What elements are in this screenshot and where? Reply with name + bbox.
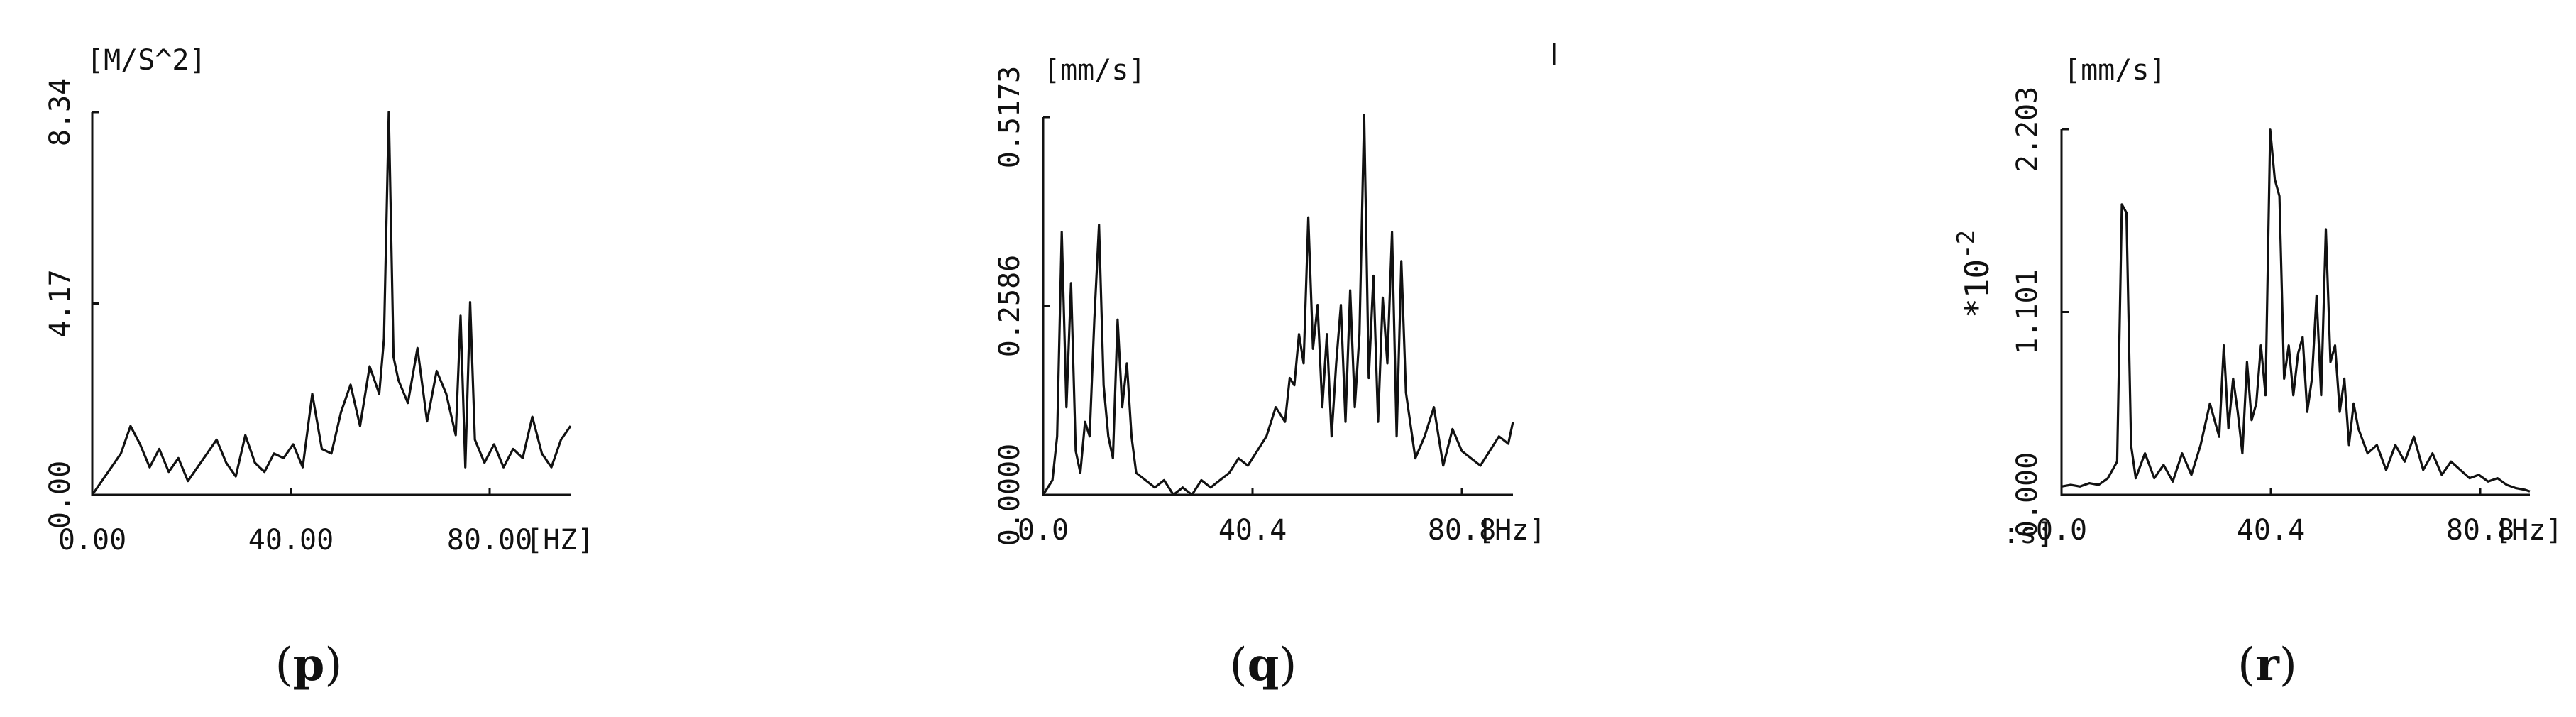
panel-r-xtick-label: 0.0 [2036,514,2087,547]
panel-r-unit-label: [mm/s] [2064,54,2167,87]
panel-p-series [91,111,572,496]
panel-p-ticks: 0.00 4.17 8.34 0.00 40.00 80.00 [44,78,532,557]
panel-r-scale-exponent: -2 [1952,230,1981,259]
panel-r-caption-letter: r [2255,638,2280,691]
panel-r-ticks: 0.000 1.101 2.203 0.0 40.4 80.8 [2011,87,2514,547]
panel-r-ytick-label: 2.203 [2011,87,2044,172]
panel-q-caption-letter: q [1248,638,1279,691]
panel-p-axes [91,112,571,496]
panel-r-xtick-label: 40.4 [2237,514,2305,547]
panel-q-ytick-label: 0.0000 [993,444,1026,547]
panel-q-ytick-label: 0.2586 [993,255,1026,358]
panel-p-caption: (p) [275,638,343,691]
panel-r-clipped-label: :s] [2003,518,2054,550]
panel-q-ticks: 0.0000 0.2586 0.5173 0.0 40.4 80.8 [993,66,1496,547]
panel-q-caption: (q) [1230,638,1297,691]
panel-r-scale-label: *10-2 [1952,230,1996,318]
panel-q: [mm/s] [Hz] 0.0000 0.2586 0.5173 0.0 40.4 80.… [993,43,1556,691]
panel-r-ytick-label: 0.000 [2011,452,2044,537]
panel-r-scale-base: *10 [1958,259,1996,318]
panel-p-xtick-label: 40.00 [248,524,334,557]
panel-p-xtick-label: 80.00 [447,524,532,557]
panel-p-caption-letter: p [293,638,325,691]
panel-p: [M/S^2] [HZ] 0.004.178.340.00 40.00 80.00 … [44,44,594,691]
panel-r-x-unit-label: [Hz] [2494,514,2563,547]
panel-p-ytick-label: 8.34 [44,78,77,146]
panel-r-xtick-label: 80.8 [2446,514,2514,547]
panel-q-unit-label: [mm/s] [1043,54,1146,87]
panel-r: [mm/s] *10-2 [Hz] :s] 0.0001.1012.2030.0… [1952,54,2563,691]
panel-r-caption: (r) [2238,638,2297,691]
panel-p-ytick-label: 0.00 [44,461,77,529]
panel-r-series [2061,128,2531,493]
panel-q-x-unit-label: [Hz] [1477,514,1546,547]
panel-p-x-unit-label: [HZ] [526,524,594,557]
panel-p-xtick-label: 0.00 [58,524,126,557]
panel-q-xtick-label: 0.0 [1018,514,1069,547]
panel-q-xtick-label: 40.4 [1218,514,1287,547]
panel-p-ytick-label: 4.17 [44,269,77,337]
panel-q-ytick-label: 0.5173 [993,66,1026,169]
panel-q-xtick-label: 80.8 [1428,514,1496,547]
panel-q-series [1042,114,1514,496]
panel-r-ytick-label: 1.101 [2011,269,2044,354]
panel-p-unit-label: [M/S^2] [87,44,207,77]
